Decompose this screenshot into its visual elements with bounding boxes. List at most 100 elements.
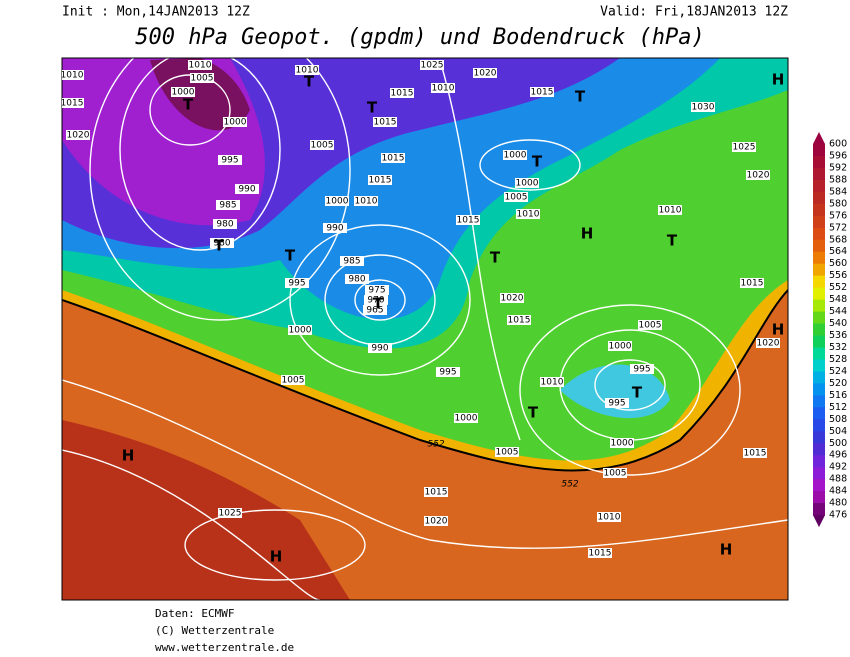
map-title: 500 hPa Geopot. (gpdm) und Bodendruck (h… xyxy=(135,25,705,50)
region-low-core xyxy=(150,58,250,131)
isobar-label: 1020 xyxy=(501,294,524,304)
isobar-label: 1015 xyxy=(425,488,448,498)
isobar-label: 1000 xyxy=(611,439,634,449)
isobar-label-bg xyxy=(516,209,540,219)
isobar-label-bg xyxy=(504,192,528,202)
colorbar-swatch xyxy=(813,215,825,229)
pressure-center: H xyxy=(270,548,283,566)
colorbar-label: 524 xyxy=(829,366,847,377)
isobar-label: 1020 xyxy=(474,69,497,79)
isobar-label: 1010 xyxy=(296,66,319,76)
isobar-label-bg xyxy=(381,153,405,163)
isobar-label-bg xyxy=(732,142,756,152)
isobar-label: 1010 xyxy=(355,197,378,207)
isobar-label: 1015 xyxy=(391,89,414,99)
colorbar-swatch xyxy=(813,239,825,253)
isobar-label-bg xyxy=(638,320,662,330)
colorbar-swatch xyxy=(813,335,825,348)
colorbar-label: 580 xyxy=(829,198,847,209)
colorbar-swatch xyxy=(813,251,825,265)
pressure-center: T xyxy=(632,384,643,402)
isobar-label-bg xyxy=(295,65,319,75)
isobar-label: 1015 xyxy=(61,99,84,109)
pressure-center: T xyxy=(532,153,543,171)
isobar-label-bg xyxy=(288,325,312,335)
colorbar-swatch xyxy=(813,359,825,372)
isobar-label: 995 xyxy=(221,156,238,166)
pressure-center: H xyxy=(772,71,785,89)
colorbar-label: 576 xyxy=(829,210,847,221)
pressure-center: T xyxy=(528,404,539,422)
colorbar-label: 504 xyxy=(829,426,847,437)
isobar-label-bg xyxy=(363,305,387,315)
colorbar-label: 508 xyxy=(829,414,847,425)
pressure-center: T xyxy=(183,96,194,114)
isobar-label-bg xyxy=(323,223,347,233)
isobar-label-bg xyxy=(740,278,764,288)
colorbar-label: 572 xyxy=(829,222,847,233)
isobar-label-bg xyxy=(281,375,305,385)
isobar-label-bg xyxy=(500,293,524,303)
colorbar-label: 540 xyxy=(829,318,847,329)
colorbar-label: 592 xyxy=(829,162,847,173)
isobar-label-bg xyxy=(540,377,564,387)
colorbar-label: 532 xyxy=(829,342,847,353)
pressure-center: H xyxy=(720,541,733,559)
isobar-label-bg xyxy=(213,219,237,229)
isobar-label-bg xyxy=(235,184,259,194)
pressure-center: T xyxy=(575,88,586,106)
colorbar-label: 528 xyxy=(829,354,847,365)
isobar-label: 1005 xyxy=(496,448,519,458)
colorbar-label: 488 xyxy=(829,474,847,485)
isobar-label: 1005 xyxy=(311,141,334,151)
isobar-label: 1005 xyxy=(604,469,627,479)
isobar-label: 1020 xyxy=(747,171,770,181)
colorbar-swatch xyxy=(813,395,825,408)
isobar-label-bg xyxy=(188,60,212,70)
isobar-label-bg xyxy=(420,60,444,70)
colorbar-label: 588 xyxy=(829,174,847,185)
pressure-center: T xyxy=(367,99,378,117)
isobar-label: 980 xyxy=(216,220,233,230)
isobar-label: 1005 xyxy=(282,376,305,386)
colorbar-swatch xyxy=(813,203,825,217)
data-source: Daten: ECMWF xyxy=(155,607,234,620)
isobar-label-bg xyxy=(746,170,770,180)
isobar-label: 1000 xyxy=(504,151,527,161)
isobar-label: 980 xyxy=(348,275,365,285)
copyright: (C) Wetterzentrale xyxy=(155,624,274,637)
isobar-label-bg xyxy=(436,367,460,377)
colorbar-swatch xyxy=(813,191,825,205)
colorbar-swatch xyxy=(813,179,825,193)
contour-552 xyxy=(62,289,788,472)
colorbar-label: 476 xyxy=(829,510,847,521)
isobar-label: 975 xyxy=(368,286,385,296)
isobar-label: 1020 xyxy=(67,131,90,141)
isobar-label-bg xyxy=(424,487,448,497)
isobar-label-bg xyxy=(610,438,634,448)
isobar-label: 1015 xyxy=(589,549,612,559)
colorbar-cap-bottom xyxy=(813,515,825,528)
isobar-label-bg xyxy=(216,200,240,210)
website: www.wetterzentrale.de xyxy=(155,641,294,654)
isobar-label: 970 xyxy=(367,296,384,306)
isobar-label-bg xyxy=(756,338,780,348)
isobar-label: 1010 xyxy=(541,378,564,388)
colorbar-swatch xyxy=(813,503,825,516)
isobar-label: 995 xyxy=(608,399,625,409)
isobar-label-bg xyxy=(503,150,527,160)
isobar-label: 1010 xyxy=(517,210,540,220)
pressure-center: H xyxy=(581,225,594,243)
isobar-label: 995 xyxy=(633,365,650,375)
isobar-label-bg xyxy=(658,205,682,215)
isobar-label-bg xyxy=(597,512,621,522)
isobar-label: 1010 xyxy=(189,61,212,71)
init-time: Init : Mon,14JAN2013 12Z xyxy=(62,5,250,20)
region-italy-low xyxy=(560,364,670,419)
isobar-label-bg xyxy=(515,178,539,188)
isobar-label: 552 xyxy=(427,440,444,450)
isobar-label-bg xyxy=(365,285,389,295)
isobar-label: 1000 xyxy=(224,118,247,128)
isobar-label-bg xyxy=(218,508,242,518)
